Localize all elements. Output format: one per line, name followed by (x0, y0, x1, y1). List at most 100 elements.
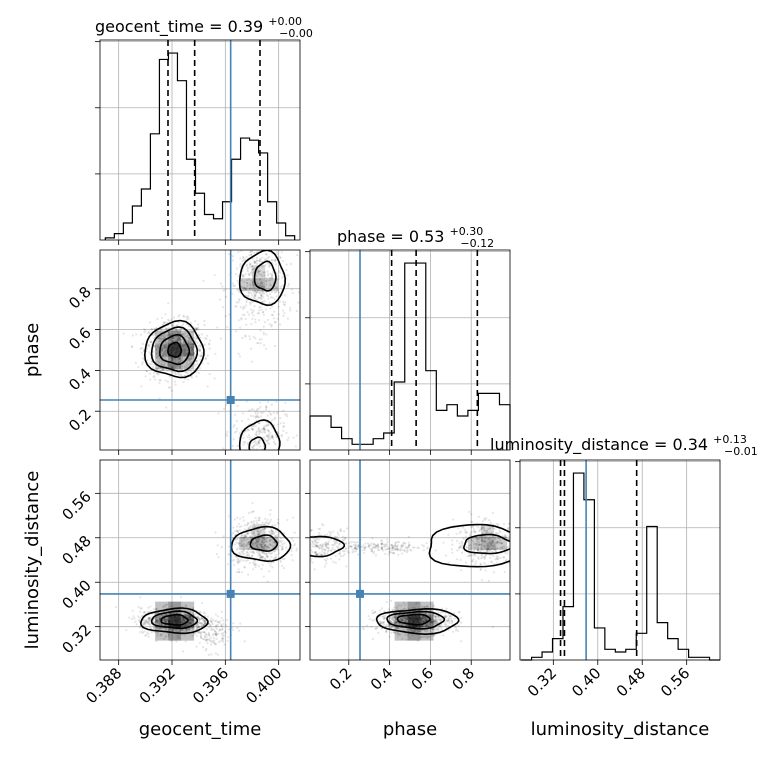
sample-point (250, 323, 252, 325)
sample-point (237, 558, 239, 560)
sample-point (149, 605, 151, 607)
sample-point (253, 296, 255, 298)
sample-point (237, 251, 239, 253)
sample-point (434, 549, 436, 551)
sample-point (194, 320, 196, 322)
sample-point (267, 273, 269, 275)
sample-point (259, 554, 261, 556)
sample-point (344, 553, 346, 555)
sample-point (390, 616, 392, 618)
sample-point (248, 273, 250, 275)
sample-point (468, 511, 470, 513)
sample-point (328, 540, 330, 542)
sample-point (221, 546, 223, 548)
sample-point (115, 606, 117, 608)
sample-point (221, 625, 223, 627)
sample-point (292, 517, 294, 519)
sample-point (214, 377, 216, 379)
sample-point (304, 531, 306, 533)
sample-point (232, 245, 234, 247)
sample-point (232, 622, 234, 624)
panel-geocent-time-hist (100, 40, 300, 240)
sample-point (247, 574, 249, 576)
sample-point (283, 422, 285, 424)
sample-point (511, 536, 513, 538)
sample-point (231, 559, 233, 561)
density-cell (265, 537, 278, 550)
sample-point (264, 258, 266, 260)
sample-point (253, 293, 255, 295)
sample-point (252, 502, 254, 504)
histogram-step (521, 473, 720, 660)
sample-point (238, 529, 240, 531)
sample-point (258, 519, 260, 521)
sample-point (248, 314, 250, 316)
sample-point (324, 543, 326, 545)
sample-point (276, 253, 278, 255)
sample-point (456, 533, 458, 535)
sample-point (311, 562, 313, 564)
sample-point (280, 561, 282, 563)
sample-point (270, 519, 272, 521)
sample-point (325, 541, 327, 543)
sample-point (494, 558, 496, 560)
sample-point (492, 626, 494, 628)
sample-point (315, 553, 317, 555)
sample-point (375, 554, 377, 556)
sample-point (170, 319, 172, 321)
sample-point (280, 461, 282, 463)
sample-point (216, 621, 218, 623)
sample-point (279, 541, 281, 543)
sample-point (385, 630, 387, 632)
sample-point (239, 623, 241, 625)
sample-point (257, 517, 259, 519)
sample-point (159, 379, 161, 381)
sample-point (142, 361, 144, 363)
sample-point (247, 553, 249, 555)
sample-point (207, 385, 209, 387)
sample-point (266, 440, 268, 442)
sample-point (200, 337, 202, 339)
sample-point (440, 624, 442, 626)
sample-point (244, 528, 246, 530)
sample-point (295, 549, 297, 551)
sample-point (258, 565, 260, 567)
sample-point (197, 616, 199, 618)
sample-point (279, 300, 281, 302)
sample-point (282, 284, 284, 286)
sample-point (256, 444, 258, 446)
sample-point (521, 539, 523, 541)
sample-point (267, 429, 269, 431)
sample-point (222, 619, 224, 621)
sample-point (227, 640, 229, 642)
sample-point (215, 643, 217, 645)
sample-point (139, 631, 141, 633)
sample-point (152, 351, 154, 353)
sample-point (344, 550, 346, 552)
sample-point (259, 338, 261, 340)
sample-point (416, 547, 418, 549)
sample-point (154, 378, 156, 380)
sample-point (245, 304, 247, 306)
sample-point (166, 328, 168, 330)
sample-point (390, 621, 392, 623)
sample-point (442, 634, 444, 636)
sample-point (210, 624, 212, 626)
sample-point (481, 579, 483, 581)
sample-point (280, 422, 282, 424)
sample-point (236, 223, 238, 225)
sample-point (139, 596, 141, 598)
sample-point (448, 622, 450, 624)
sample-point (142, 343, 144, 345)
sample-point (227, 636, 229, 638)
sample-point (452, 631, 454, 633)
sample-point (324, 565, 326, 567)
sample-point (521, 555, 523, 557)
sample-point (450, 618, 452, 620)
sample-point (203, 620, 205, 622)
sample-point (291, 537, 293, 539)
sample-point (281, 434, 283, 436)
sample-point (150, 328, 152, 330)
sample-point (272, 530, 274, 532)
sample-point (460, 622, 462, 624)
